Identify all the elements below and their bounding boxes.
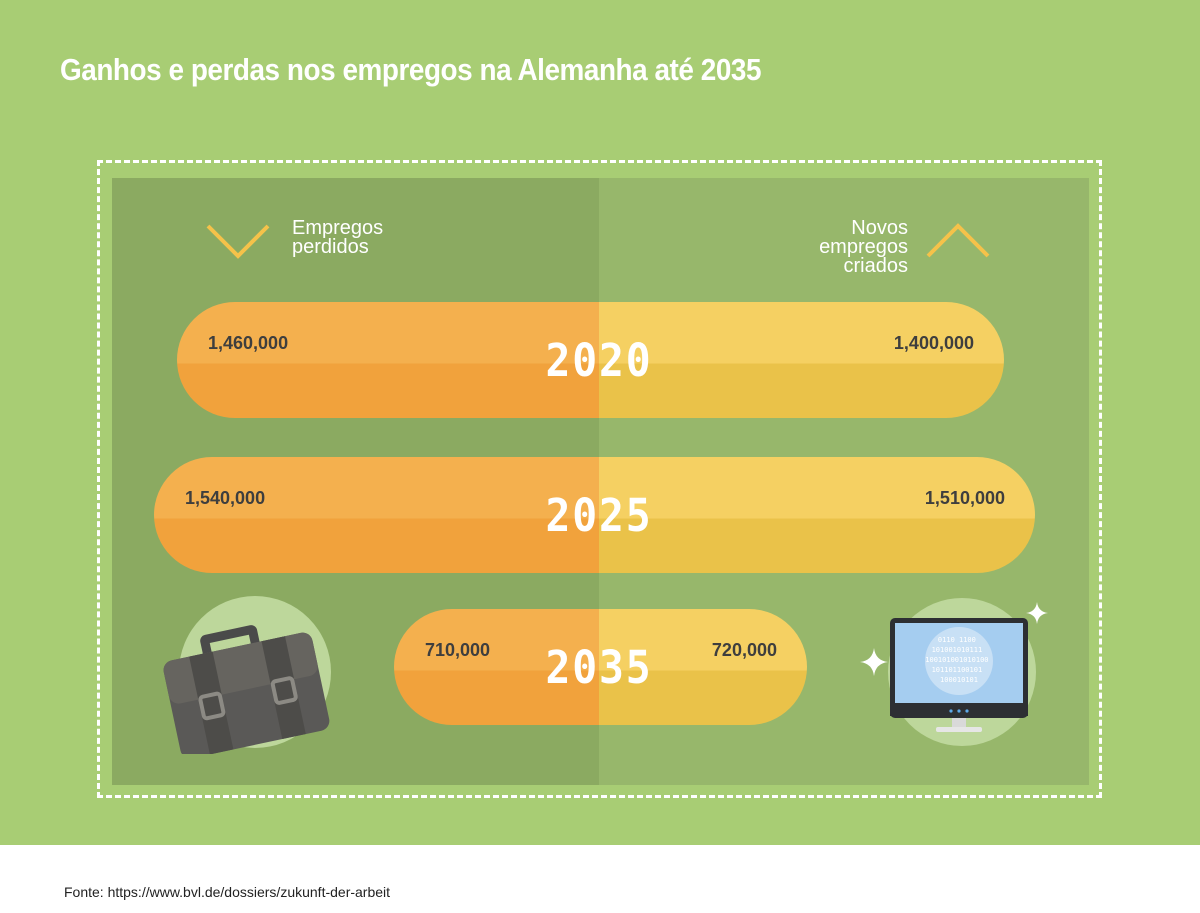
value-label-new: 1,510,000	[924, 488, 1005, 508]
chevron-up-icon	[926, 223, 990, 258]
chevron-down-icon	[206, 224, 270, 259]
value-label-new: 1,400,000	[893, 333, 974, 353]
value-label-lost: 710,000	[425, 640, 491, 660]
legend-lost-line2: perdidos	[292, 236, 369, 258]
bar-new-2020	[599, 302, 1004, 418]
binary-line: 0110 1100	[938, 636, 976, 644]
legend-lost-line1: Empregos	[292, 217, 384, 239]
bar-lost-2020	[177, 302, 599, 418]
briefcase-icon	[163, 596, 331, 754]
computer-monitor-icon: 0110 1100 101001010111 100101001010100 1…	[888, 598, 1036, 746]
bar-lost-2025	[154, 457, 599, 573]
bar-new-2025	[599, 457, 1035, 573]
value-label-new: 720,000	[711, 640, 777, 660]
source-note: Fonte: https://www.bvl.de/dossiers/zukun…	[64, 884, 391, 900]
year-label: 2025	[545, 489, 653, 542]
bar-lost-2035	[394, 609, 599, 725]
legend-new-line1: Novos	[851, 217, 908, 239]
svg-text:0110 1100 101001010111: 0110 1100 101001010111 100101001010100 1…	[925, 636, 992, 684]
year-label: 2020	[545, 334, 653, 387]
binary-line: 101101100101	[932, 666, 983, 674]
binary-line: 101001010111	[932, 646, 983, 654]
dashed-frame	[97, 160, 1102, 798]
binary-line: 100010101	[940, 676, 978, 684]
bar-pill-2020	[177, 302, 1004, 418]
sparkle-icon	[860, 648, 888, 676]
binary-line: 100101001010100	[925, 656, 988, 664]
value-label-lost: 1,460,000	[208, 333, 289, 353]
sparkle-icon	[1026, 602, 1048, 624]
legend-new-line2: empregos	[819, 236, 908, 258]
legend-new-line3: criados	[843, 255, 908, 277]
bar-new-2035	[599, 609, 807, 725]
bar-pill-2035	[394, 609, 807, 725]
legend-lost-jobs: Empregos perdidos	[292, 217, 384, 258]
bar-pill-2025	[154, 457, 1035, 573]
year-label: 2035	[545, 641, 653, 694]
infographic-canvas: Ganhos e perdas nos empregos na Alemanha…	[0, 0, 1200, 845]
legend-new-jobs: Novos empregos criados	[748, 217, 908, 277]
value-label-lost: 1,540,000	[185, 488, 266, 508]
chart-title: Ganhos e perdas nos empregos na Alemanha…	[60, 52, 762, 87]
